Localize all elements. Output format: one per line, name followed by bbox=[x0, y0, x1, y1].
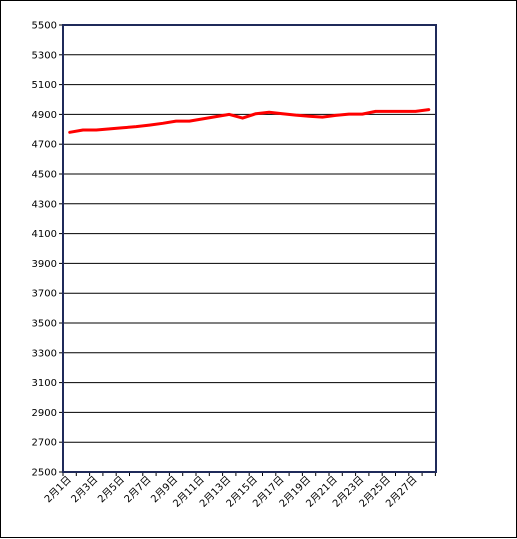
x-tick-label: 2月3日 bbox=[69, 474, 101, 506]
data-point bbox=[215, 115, 217, 118]
data-point bbox=[414, 110, 417, 113]
plot-border bbox=[62, 24, 437, 473]
y-tick-label: 2900 bbox=[32, 408, 57, 419]
data-point bbox=[175, 120, 177, 122]
x-tick-label: 2月7日 bbox=[122, 474, 154, 506]
data-point bbox=[108, 128, 111, 130]
y-tick-label: 4700 bbox=[32, 140, 57, 151]
data-point bbox=[148, 124, 151, 126]
data-point bbox=[294, 114, 297, 116]
data-point bbox=[388, 110, 390, 113]
data-point bbox=[201, 118, 204, 120]
data-point bbox=[255, 112, 257, 115]
y-tick-label: 3500 bbox=[32, 319, 57, 330]
y-tick-label: 2500 bbox=[32, 468, 57, 479]
y-tick-label: 4100 bbox=[32, 229, 57, 240]
data-point bbox=[82, 129, 84, 131]
data-point bbox=[95, 129, 98, 131]
y-tick-label: 2700 bbox=[32, 438, 57, 449]
plot-area bbox=[63, 25, 436, 472]
y-tick-label: 4900 bbox=[32, 110, 57, 121]
data-point bbox=[334, 114, 337, 117]
y-tick-label: 4500 bbox=[32, 170, 57, 181]
y-tick-label: 3100 bbox=[32, 378, 57, 389]
data-point bbox=[401, 110, 403, 113]
data-point bbox=[321, 116, 324, 118]
y-tick-label: 5500 bbox=[32, 21, 57, 32]
data-point bbox=[188, 120, 191, 122]
y-tick-label: 4300 bbox=[32, 199, 57, 210]
data-point bbox=[268, 111, 270, 113]
data-point bbox=[308, 115, 310, 117]
data-point bbox=[122, 127, 124, 129]
data-point bbox=[281, 112, 284, 115]
x-tick-label: 2月5日 bbox=[95, 474, 127, 506]
y-tick-label: 3300 bbox=[32, 348, 57, 359]
data-point bbox=[374, 110, 377, 113]
data-point bbox=[135, 125, 137, 128]
data-point bbox=[427, 108, 430, 111]
data-point bbox=[68, 131, 71, 134]
data-point bbox=[241, 117, 244, 119]
data-point bbox=[228, 113, 231, 116]
series-line bbox=[68, 108, 431, 134]
y-tick-label: 3700 bbox=[32, 289, 57, 300]
data-point bbox=[361, 113, 364, 115]
y-tick-label: 3900 bbox=[32, 259, 57, 270]
data-point bbox=[348, 113, 350, 115]
y-tick-label: 5100 bbox=[32, 80, 57, 91]
data-point bbox=[161, 122, 164, 125]
y-tick-label: 5300 bbox=[32, 50, 57, 61]
